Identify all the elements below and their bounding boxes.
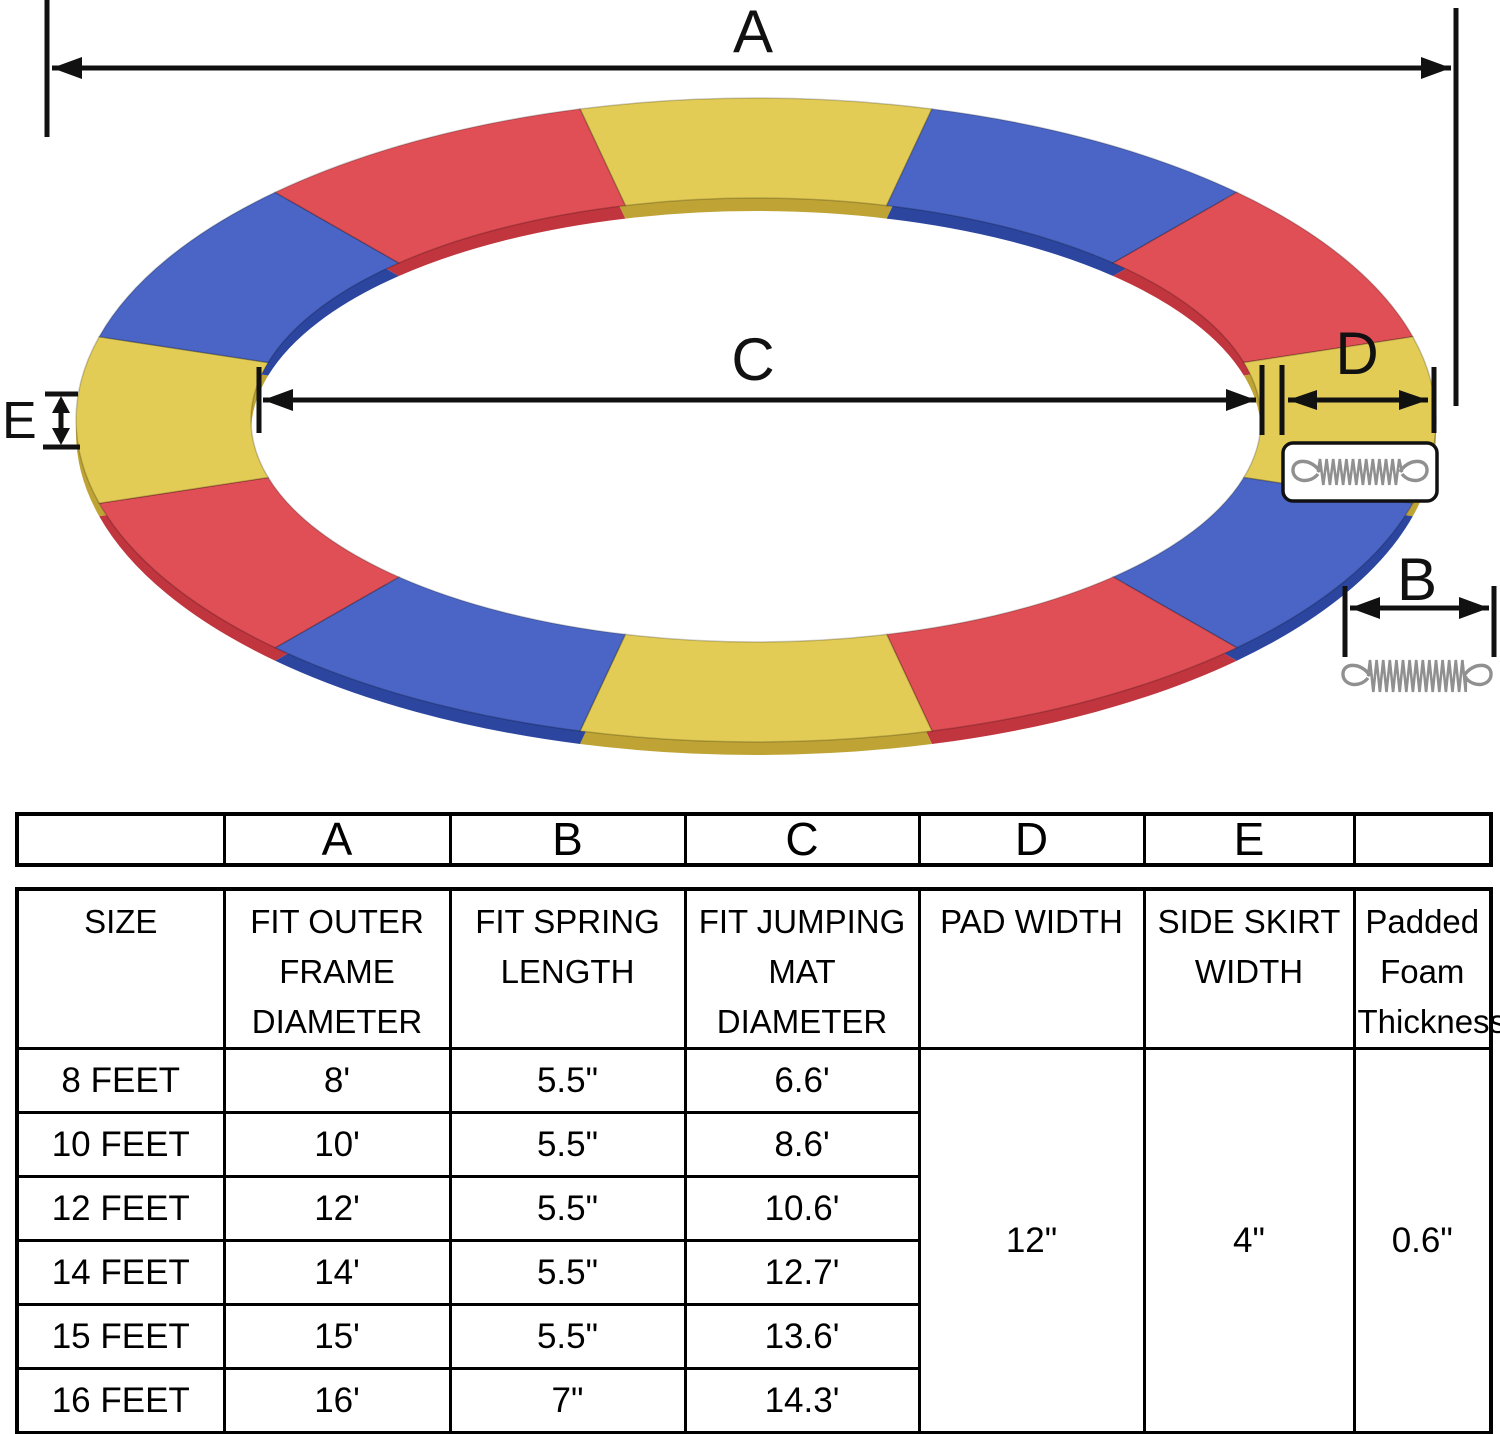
- dim-header-c: C: [683, 812, 921, 867]
- dim-e: E: [2, 391, 80, 450]
- spring-icon: [1291, 458, 1429, 486]
- spring-icon: [1341, 659, 1493, 693]
- dimension-letter-row: A B C D E: [15, 812, 1493, 867]
- table-cell: 5.5": [448, 1303, 687, 1370]
- dimension-annotations: A C D: [2, 0, 1497, 657]
- table-cell: 16': [222, 1367, 452, 1434]
- size-row: 14 FEET 14' 5.5" 12.7': [15, 1239, 1491, 1306]
- table-cell: 5.5": [448, 1239, 687, 1306]
- size-row: 15 FEET 15' 5.5" 13.6': [15, 1303, 1491, 1370]
- table-cell: 7": [448, 1367, 687, 1434]
- table-cell: 10': [222, 1111, 452, 1178]
- dim-label-d: D: [1335, 320, 1378, 387]
- col-header-outer-frame: FIT OUTER FRAME DIAMETER: [222, 887, 452, 1050]
- dim-d: D: [1288, 320, 1437, 433]
- table-cell: 6.6': [683, 1047, 921, 1114]
- col-header-foam-thickness: Padded Foam Thickness: [1352, 887, 1500, 1050]
- dim-c: C: [256, 326, 1285, 435]
- table-cell: 13.6': [683, 1303, 921, 1370]
- dim-header-a: A: [222, 812, 452, 867]
- size-row: 10 FEET 10' 5.5" 8.6': [15, 1111, 1491, 1178]
- dimension-letter-header-table: A B C D E: [15, 812, 1493, 867]
- size-cell: 15 FEET: [15, 1303, 226, 1370]
- pad-segment-yellow: [75, 335, 270, 505]
- side-skirt-merged-cell: 4": [1142, 1047, 1356, 1434]
- dim-label-e: E: [2, 392, 37, 450]
- table-cell: 5.5": [448, 1175, 687, 1242]
- pad-segment-yellow: [578, 97, 934, 207]
- dim-header-blank: [1352, 812, 1493, 867]
- dim-label-c: C: [731, 326, 774, 393]
- size-row: 8 FEET 8' 5.5" 6.6' 12" 4" 0.6": [15, 1047, 1493, 1434]
- size-chart-table: SIZE FIT OUTER FRAME DIAMETER FIT SPRING…: [15, 887, 1500, 1434]
- size-row: 12 FEET 12' 5.5" 10.6': [15, 1175, 1491, 1242]
- table-cell: 14': [222, 1239, 452, 1306]
- dim-header-blank: [15, 812, 226, 867]
- table-cell: 14.3': [683, 1367, 921, 1434]
- col-header-spring-length: FIT SPRING LENGTH: [448, 887, 687, 1050]
- table-cell: 12.7': [683, 1239, 921, 1306]
- pad-segment-yellow: [578, 633, 934, 743]
- size-cell: 14 FEET: [15, 1239, 226, 1306]
- table-cell: 8': [222, 1047, 452, 1114]
- dim-header-d: D: [917, 812, 1146, 867]
- size-cell: 8 FEET: [15, 1047, 226, 1114]
- table-cell: 12': [222, 1175, 452, 1242]
- col-header-side-skirt: SIDE SKIRT WIDTH: [1142, 887, 1356, 1050]
- dim-label-b: B: [1397, 546, 1437, 613]
- table-cell: 5.5": [448, 1047, 687, 1114]
- dim-header-e: E: [1142, 812, 1356, 867]
- dim-label-a: A: [733, 0, 773, 65]
- table-cell: 8.6': [683, 1111, 921, 1178]
- size-cell: 12 FEET: [15, 1175, 226, 1242]
- column-header-row: SIZE FIT OUTER FRAME DIAMETER FIT SPRING…: [15, 887, 1500, 1050]
- table-cell: 5.5": [448, 1111, 687, 1178]
- col-header-size: SIZE: [15, 887, 226, 1050]
- table-cell: 10.6': [683, 1175, 921, 1242]
- pad-segment-red: [273, 108, 627, 264]
- foam-thickness-merged-cell: 0.6": [1352, 1047, 1493, 1434]
- col-header-mat-diameter: FIT JUMPING MAT DIAMETER: [683, 887, 921, 1050]
- pad-width-merged-cell: 12": [917, 1047, 1146, 1434]
- size-cell: 10 FEET: [15, 1111, 226, 1178]
- dim-b: B: [1342, 546, 1497, 657]
- dimension-diagram: A C D: [2, 0, 1497, 755]
- size-row: 16 FEET 16' 7" 14.3': [15, 1367, 1491, 1434]
- dim-a: A: [44, 0, 1459, 406]
- dim-header-b: B: [448, 812, 687, 867]
- col-header-pad-width: PAD WIDTH: [917, 887, 1146, 1050]
- pad-ring: [75, 97, 1437, 743]
- size-cell: 16 FEET: [15, 1367, 226, 1434]
- table-cell: 15': [222, 1303, 452, 1370]
